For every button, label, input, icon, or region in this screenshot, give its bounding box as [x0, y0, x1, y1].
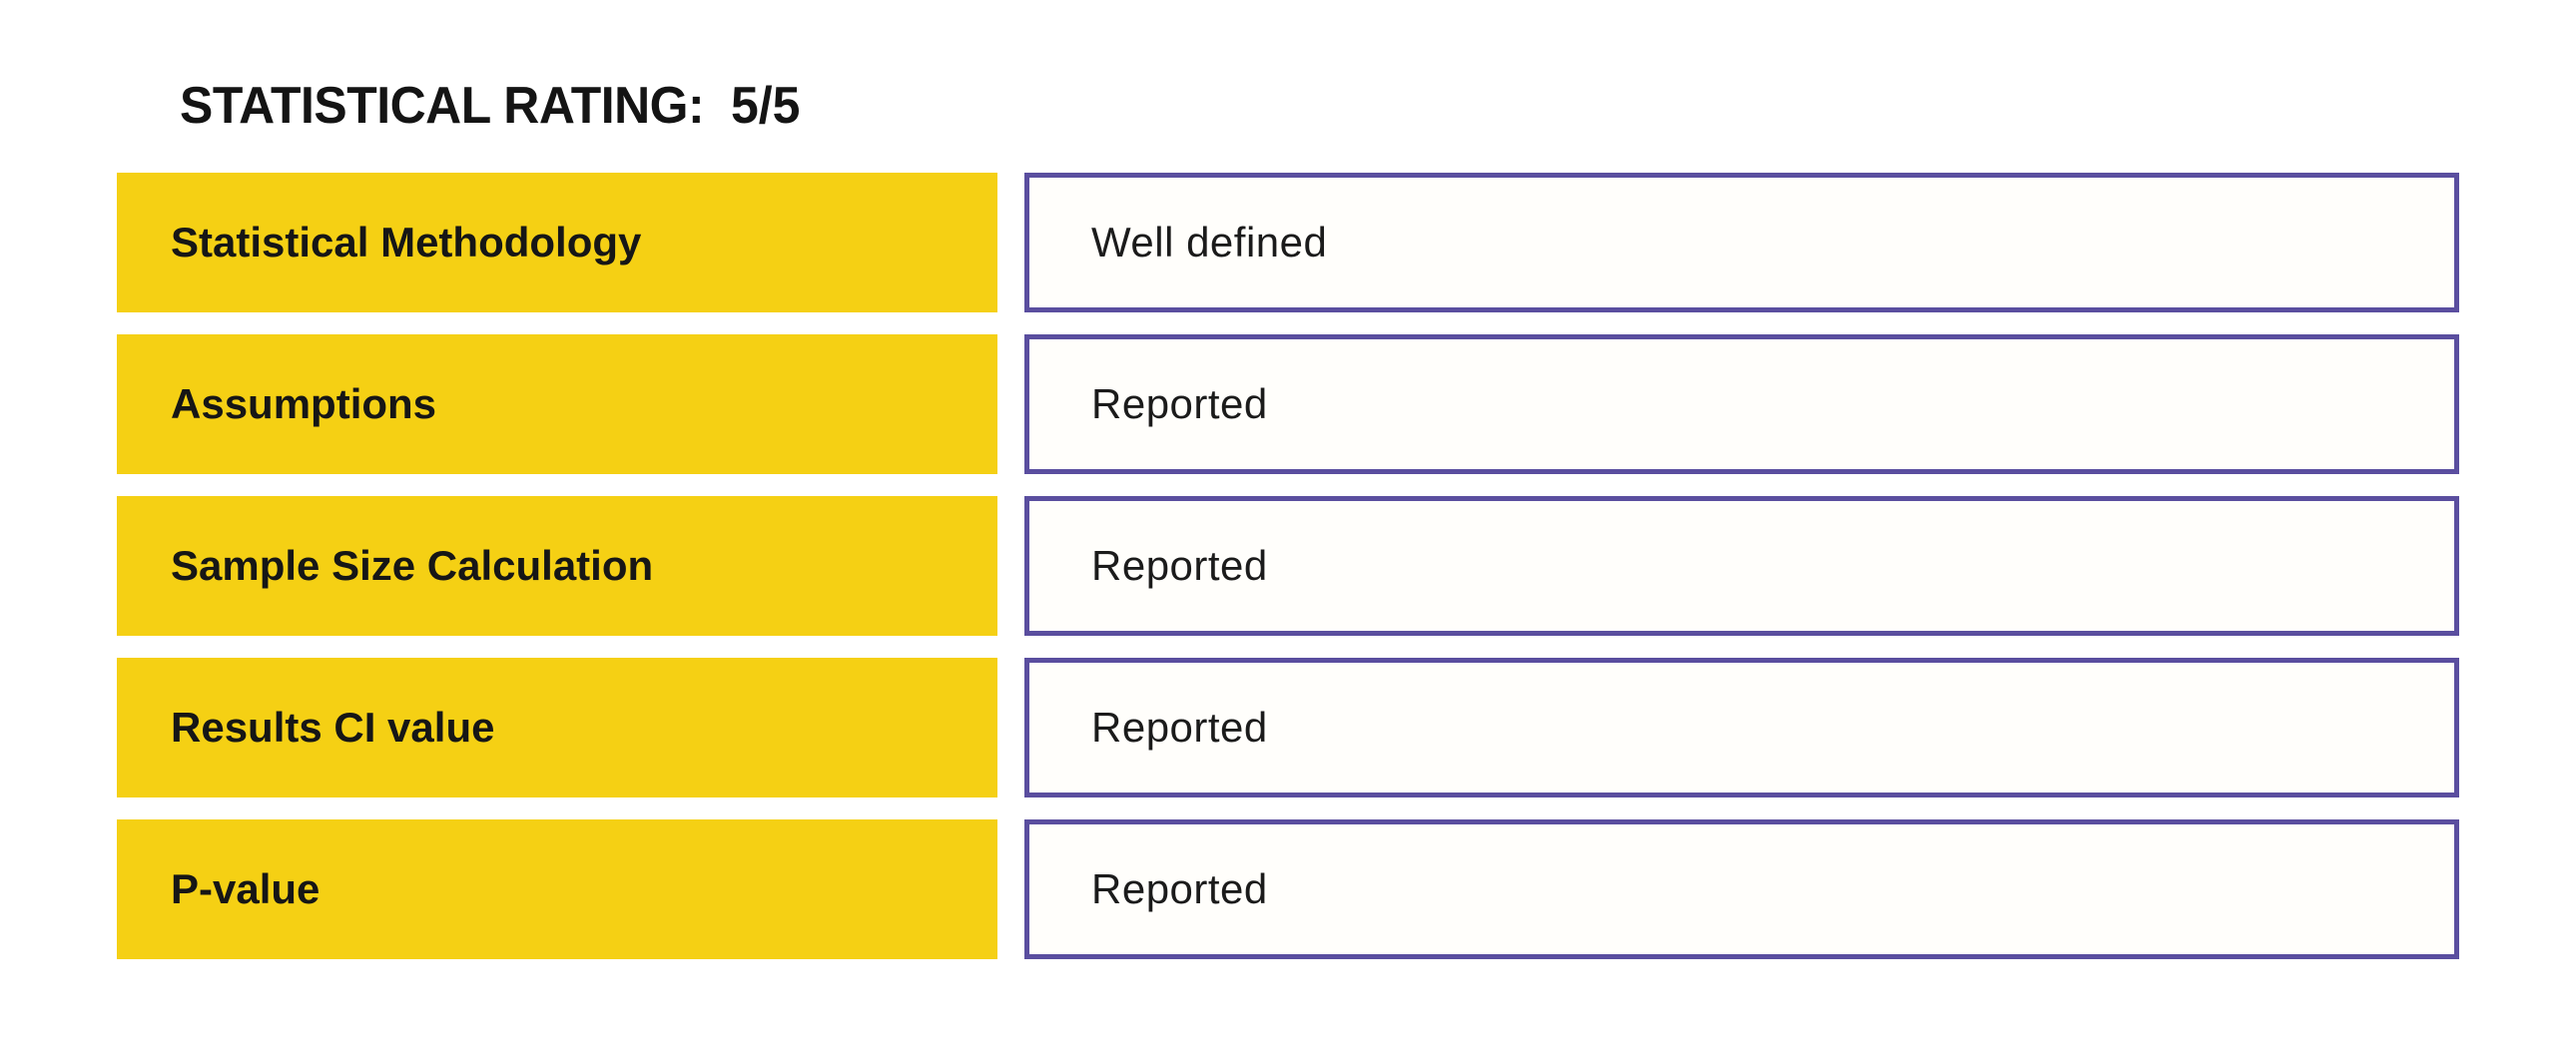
page-title-label: STATISTICAL RATING: — [180, 77, 705, 135]
row-value: Reported — [1024, 819, 2459, 959]
table-row: P-value Reported — [117, 819, 2459, 959]
rating-table: Statistical Methodology Well defined Ass… — [117, 173, 2459, 959]
row-label: Assumptions — [117, 334, 997, 474]
table-row: Assumptions Reported — [117, 334, 2459, 474]
table-row: Results CI value Reported — [117, 658, 2459, 797]
row-value: Well defined — [1024, 173, 2459, 312]
page-title-rating: 5/5 — [731, 77, 801, 135]
row-value: Reported — [1024, 496, 2459, 636]
row-value: Reported — [1024, 334, 2459, 474]
row-label: Sample Size Calculation — [117, 496, 997, 636]
row-label: Results CI value — [117, 658, 997, 797]
table-row: Statistical Methodology Well defined — [117, 173, 2459, 312]
row-label: P-value — [117, 819, 997, 959]
row-value: Reported — [1024, 658, 2459, 797]
table-row: Sample Size Calculation Reported — [117, 496, 2459, 636]
page-title: STATISTICAL RATING: 5/5 — [180, 76, 800, 136]
row-label: Statistical Methodology — [117, 173, 997, 312]
